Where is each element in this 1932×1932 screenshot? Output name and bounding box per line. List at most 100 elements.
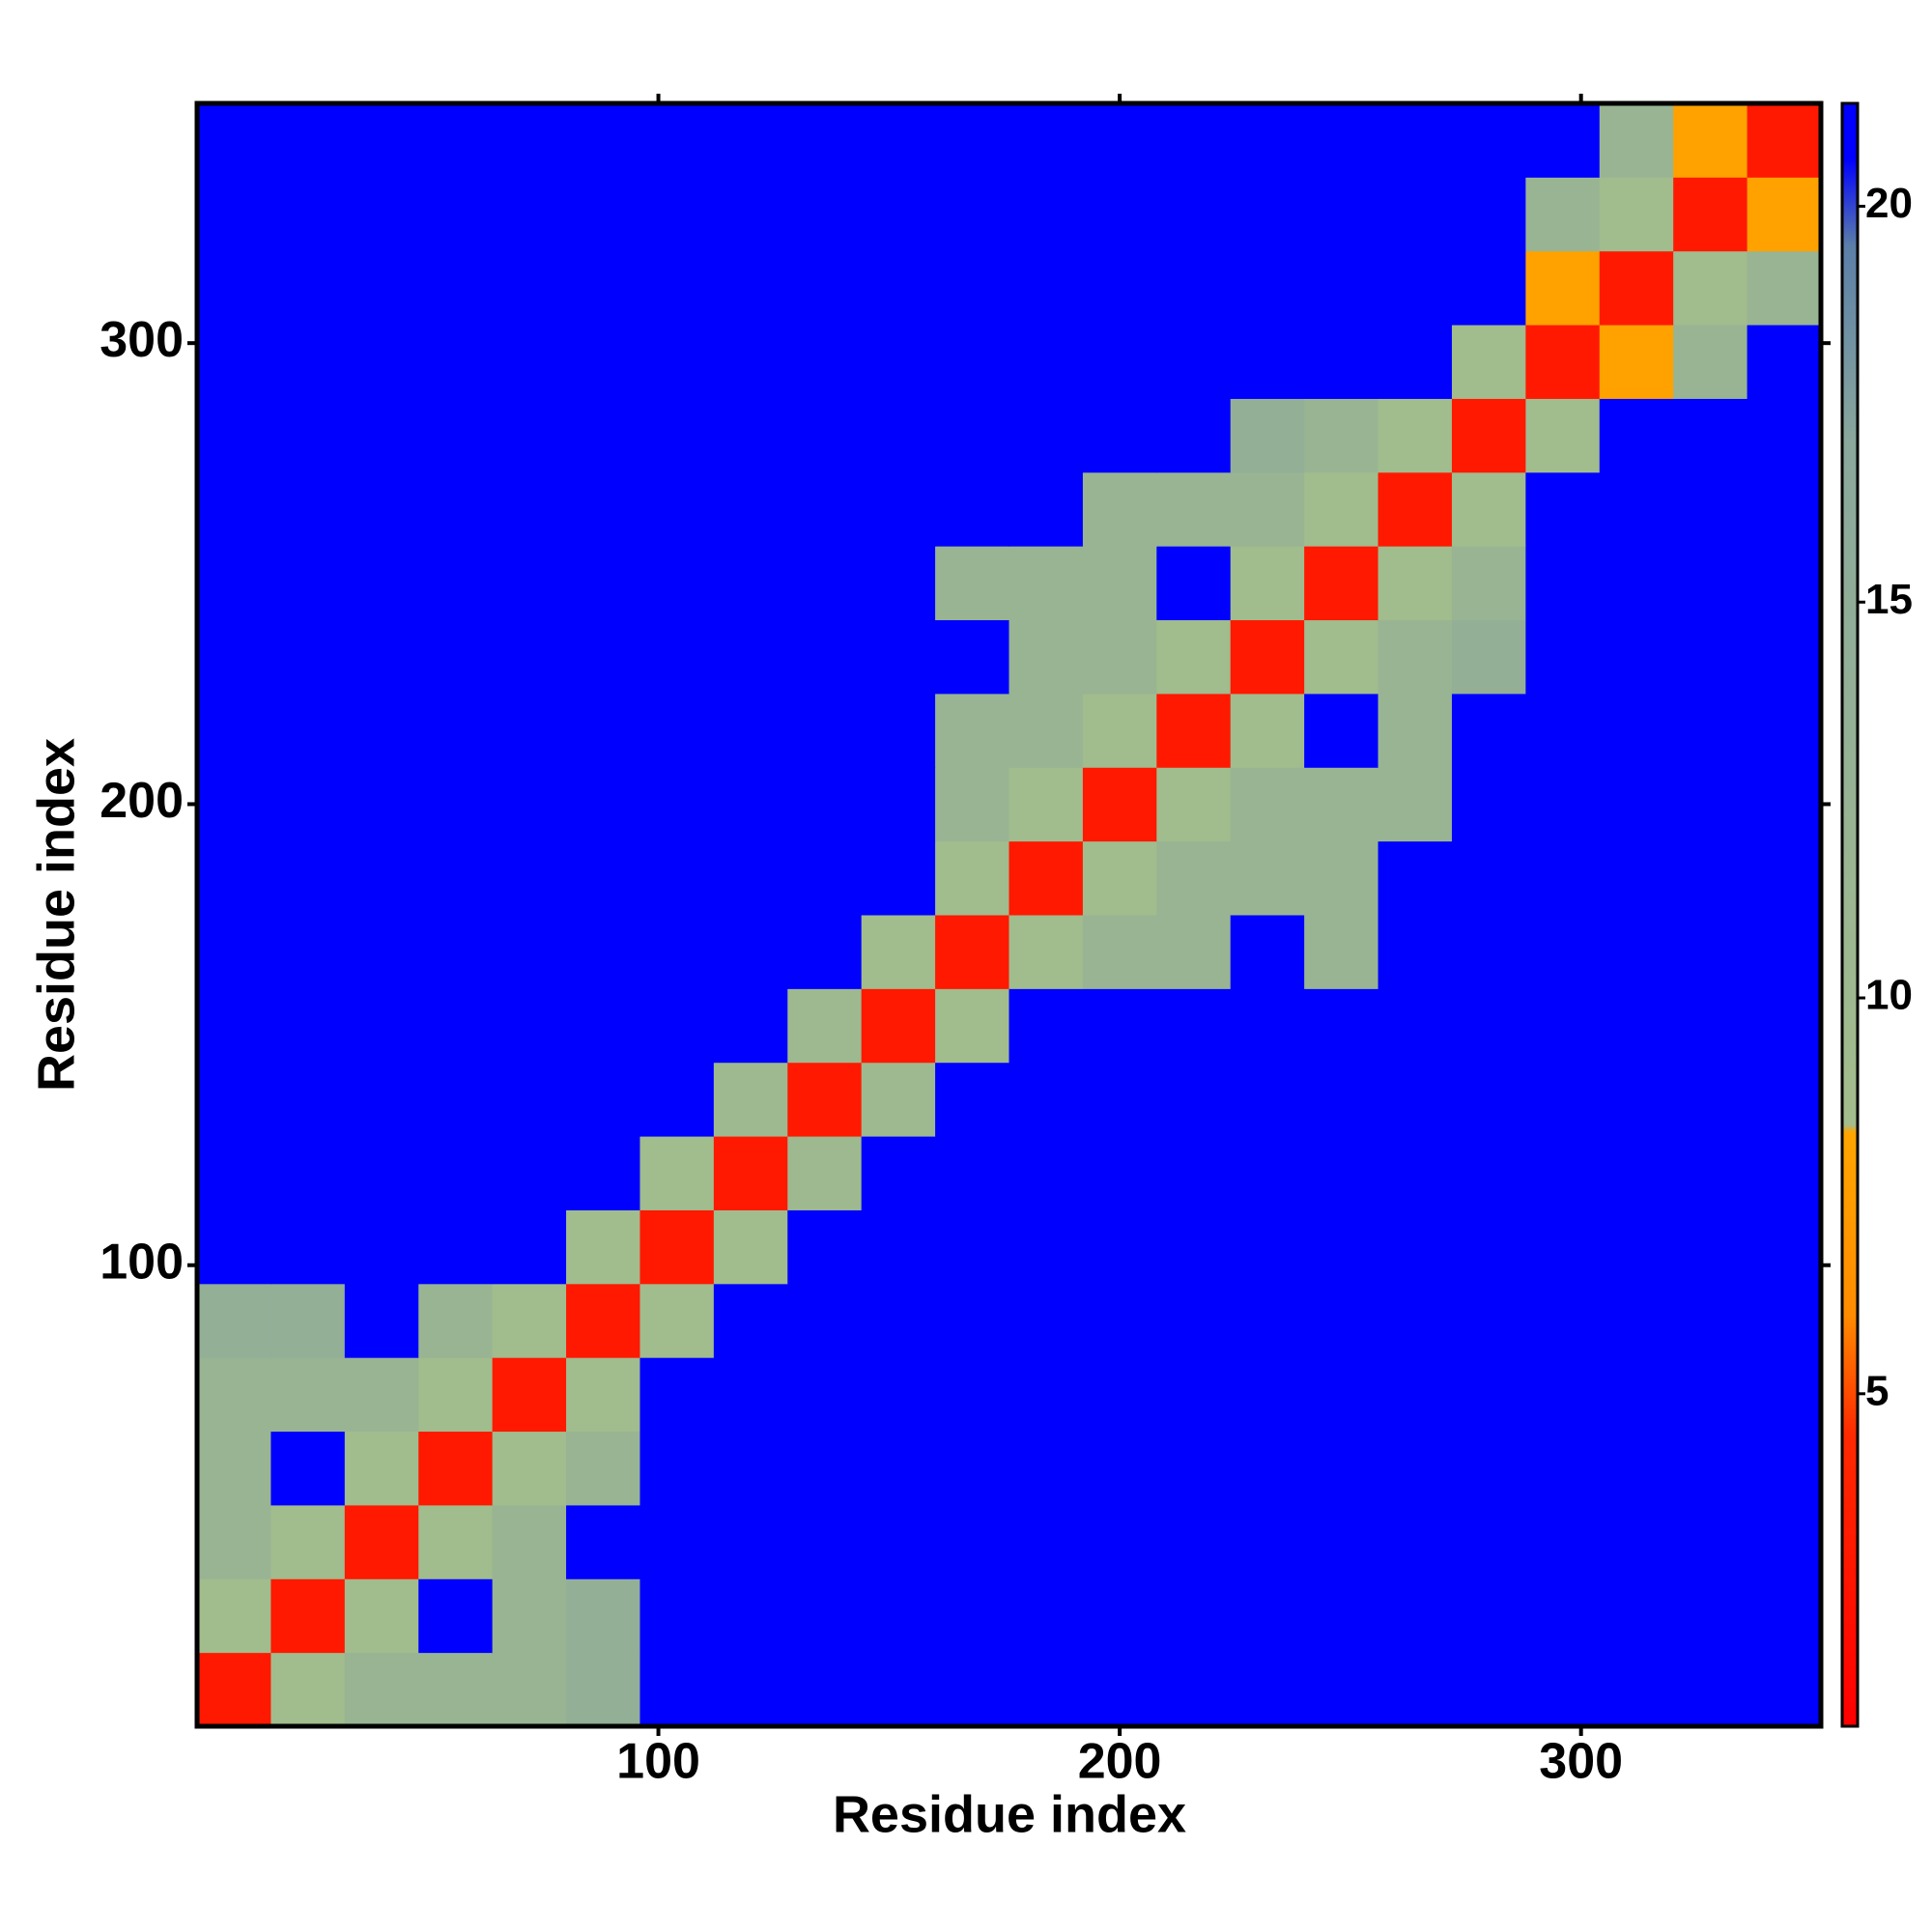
- heatmap-cell: [1082, 1283, 1157, 1358]
- heatmap-cell: [1156, 693, 1232, 768]
- heatmap-cell: [492, 471, 567, 547]
- heatmap-cell: [197, 177, 271, 252]
- heatmap-cell: [270, 693, 346, 768]
- heatmap-cell: [492, 398, 567, 473]
- heatmap-cell: [1156, 398, 1232, 473]
- heatmap-cell: [1673, 325, 1748, 399]
- heatmap-cell: [1378, 325, 1453, 399]
- heatmap-cell: [861, 1652, 936, 1727]
- heatmap-cell: [1304, 1062, 1379, 1137]
- heatmap-cell: [566, 546, 640, 621]
- heatmap-cell: [787, 1062, 863, 1137]
- heatmap-cell: [1673, 1136, 1748, 1210]
- heatmap-cell: [787, 1578, 863, 1654]
- heatmap-cell: [1673, 1431, 1748, 1506]
- heatmap-cell: [787, 1357, 863, 1433]
- heatmap-cell: [1525, 250, 1601, 326]
- heatmap-cell: [1747, 325, 1822, 399]
- heatmap-cell: [1082, 1136, 1157, 1210]
- heatmap-cell: [270, 398, 346, 473]
- heatmap-cell: [1009, 988, 1084, 1064]
- heatmap-cell: [344, 1431, 419, 1506]
- x-axis-label: Residue index: [833, 1785, 1186, 1843]
- heatmap-cell: [1673, 1209, 1748, 1285]
- heatmap-cell: [861, 250, 936, 326]
- heatmap-cell: [197, 546, 271, 621]
- heatmap-cell: [713, 1504, 788, 1579]
- heatmap-cell: [566, 325, 640, 399]
- heatmap-cell: [861, 1504, 936, 1579]
- heatmap-cell: [1156, 988, 1232, 1064]
- heatmap-cell: [935, 1431, 1009, 1506]
- heatmap-cell: [566, 1209, 640, 1285]
- heatmap-cell: [1378, 693, 1453, 768]
- heatmap-cell: [713, 1136, 788, 1210]
- heatmap-cell: [1009, 1357, 1084, 1433]
- heatmap-cell: [1599, 471, 1674, 547]
- heatmap-cell: [1599, 915, 1674, 989]
- heatmap-cell: [1673, 546, 1748, 621]
- heatmap-cell: [492, 693, 567, 768]
- heatmap-cell: [861, 693, 936, 768]
- heatmap-cell: [197, 1504, 271, 1579]
- heatmap-cell: [935, 915, 1009, 989]
- heatmap-cell: [270, 1652, 346, 1727]
- heatmap-cell: [787, 915, 863, 989]
- heatmap-cell: [197, 840, 271, 916]
- heatmap-cell: [1082, 767, 1157, 842]
- heatmap-cell: [1304, 1283, 1379, 1358]
- heatmap-cell: [566, 177, 640, 252]
- heatmap-cell: [1673, 988, 1748, 1064]
- heatmap-cell: [639, 840, 715, 916]
- heatmap-cell: [566, 693, 640, 768]
- heatmap-cell: [1230, 988, 1305, 1064]
- heatmap-cell: [1747, 546, 1822, 621]
- heatmap-cell: [344, 1136, 419, 1210]
- heatmap-cell: [1156, 1062, 1232, 1137]
- heatmap-cell: [1747, 1652, 1822, 1727]
- heatmap-cell: [1673, 250, 1748, 326]
- heatmap-cell: [861, 619, 936, 695]
- heatmap-cell: [1525, 1357, 1601, 1433]
- heatmap-cell: [1451, 325, 1526, 399]
- heatmap-cell: [1230, 767, 1305, 842]
- heatmap-cell: [1156, 1504, 1232, 1579]
- heatmap-cell: [861, 398, 936, 473]
- heatmap-cell: [1304, 988, 1379, 1064]
- heatmap-cell: [1599, 1578, 1674, 1654]
- plot-frame: [194, 100, 1824, 1729]
- heatmap-cell: [861, 103, 936, 178]
- heatmap-cell: [861, 325, 936, 399]
- heatmap-cell: [1599, 1283, 1674, 1358]
- heatmap-cell: [787, 840, 863, 916]
- heatmap-cell: [1378, 546, 1453, 621]
- heatmap-cell: [1599, 767, 1674, 842]
- heatmap-cell: [1451, 1062, 1526, 1137]
- heatmap-cell: [344, 1209, 419, 1285]
- heatmap-cell: [1451, 1431, 1526, 1506]
- heatmap-cell: [935, 988, 1009, 1064]
- heatmap-cell: [418, 325, 494, 399]
- heatmap-cell: [1082, 1062, 1157, 1137]
- heatmap-cell: [639, 1283, 715, 1358]
- heatmap-cell: [1304, 1578, 1379, 1654]
- heatmap-cell: [1230, 325, 1305, 399]
- heatmap-cell: [1451, 988, 1526, 1064]
- heatmap-cell: [418, 1578, 494, 1654]
- heatmap-cell: [1747, 1062, 1822, 1137]
- heatmap-cell: [861, 1209, 936, 1285]
- heatmap-cell: [1082, 988, 1157, 1064]
- heatmap-cell: [270, 471, 346, 547]
- heatmap-cell: [713, 988, 788, 1064]
- heatmap-cell: [1156, 1652, 1232, 1727]
- heatmap-cell: [418, 1431, 494, 1506]
- heatmap-cell: [1009, 177, 1084, 252]
- heatmap-cell: [492, 177, 567, 252]
- heatmap-cell: [639, 767, 715, 842]
- heatmap-cell: [1378, 250, 1453, 326]
- heatmap-cell: [1156, 250, 1232, 326]
- heatmap-cell: [1230, 915, 1305, 989]
- heatmap-cell: [344, 177, 419, 252]
- heatmap-cell: [270, 177, 346, 252]
- heatmap-cell: [1230, 1357, 1305, 1433]
